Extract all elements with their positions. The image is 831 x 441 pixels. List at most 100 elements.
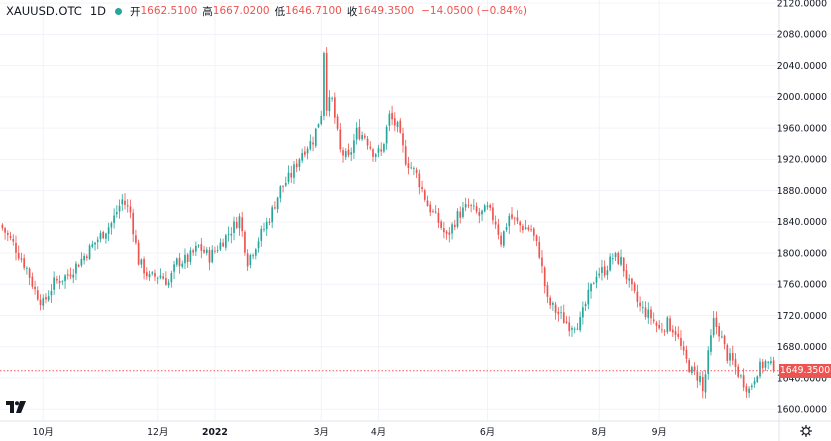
candle — [750, 383, 753, 391]
candle — [129, 199, 132, 219]
candle — [148, 270, 151, 281]
candle-body — [124, 200, 126, 205]
candle-body — [715, 317, 718, 328]
candle-body — [279, 186, 282, 199]
candle-body — [184, 254, 186, 264]
candle-body — [249, 255, 252, 266]
candle — [620, 249, 622, 267]
candle-body — [554, 304, 557, 313]
tradingview-logo-icon[interactable] — [6, 401, 26, 413]
candle-body — [282, 186, 284, 187]
candle — [609, 253, 611, 272]
price-axis-tick: 2000.0000 — [777, 92, 827, 103]
candle-body — [91, 244, 94, 247]
candle — [601, 259, 603, 281]
candle — [410, 161, 413, 170]
candle — [712, 311, 715, 338]
candle-body — [475, 206, 478, 212]
candle — [402, 127, 404, 153]
candle-body — [429, 204, 432, 213]
candle-body — [383, 144, 385, 152]
candle — [456, 208, 459, 229]
candle — [363, 133, 366, 140]
price-axis-tick: 2040.0000 — [777, 61, 827, 72]
candle — [135, 229, 137, 245]
candle — [192, 248, 194, 256]
candle — [404, 139, 407, 167]
candle-body — [527, 227, 530, 230]
candle — [339, 123, 342, 153]
candle — [298, 157, 301, 171]
symbol-name[interactable]: XAUUSD.OTC — [6, 4, 82, 18]
candle-body — [393, 118, 396, 126]
candle-body — [513, 217, 516, 219]
candle-body — [625, 270, 628, 280]
candle-body — [729, 353, 731, 361]
timeframe-label[interactable]: 1D — [89, 4, 106, 18]
candle-body — [143, 258, 145, 274]
candle — [293, 161, 295, 185]
candle-body — [767, 362, 770, 363]
candle-body — [178, 257, 181, 267]
candle-body — [524, 227, 527, 229]
candle — [233, 216, 235, 241]
candle — [241, 211, 244, 237]
candle — [252, 253, 254, 260]
candle — [636, 284, 639, 308]
settings-gear-icon[interactable] — [800, 425, 812, 437]
candle-body — [1, 224, 4, 229]
candle — [214, 246, 216, 254]
candle-body — [707, 350, 710, 374]
price-axis[interactable]: 2120.0000 2080.0000 2040.0000 2000.0000 1960… — [777, 0, 827, 416]
candle-body — [742, 375, 745, 388]
candle — [502, 230, 505, 249]
candle-body — [167, 282, 170, 286]
candle — [606, 265, 609, 280]
candle — [268, 218, 271, 226]
candle — [587, 282, 590, 310]
candle — [576, 323, 579, 331]
candle — [115, 205, 118, 218]
candle-body — [34, 286, 36, 290]
candle — [639, 296, 641, 312]
candle-body — [473, 205, 475, 207]
candle — [45, 293, 47, 304]
candle — [342, 147, 344, 163]
change-value: −14.0500 (−0.84%) — [421, 5, 528, 17]
candle — [470, 203, 472, 213]
candle-body — [17, 252, 20, 259]
candle — [426, 195, 429, 207]
candle — [734, 353, 737, 375]
candle — [39, 294, 42, 311]
candle — [15, 235, 17, 261]
candle — [592, 281, 595, 285]
candle-body — [426, 200, 429, 206]
candle — [562, 304, 565, 324]
candle-body — [552, 302, 554, 305]
time-axis[interactable]: 10月 12月 2022 3月 4月 6月 8月 9月 — [33, 427, 667, 438]
candle-body — [88, 245, 91, 260]
candle — [478, 207, 481, 224]
candle-body — [721, 336, 723, 338]
candle-body — [173, 264, 175, 272]
candle — [282, 185, 284, 193]
candle-body — [244, 231, 246, 253]
candle — [287, 165, 290, 185]
candle — [393, 112, 396, 132]
candle — [118, 199, 121, 219]
candle-body — [355, 127, 358, 140]
time-axis-tick: 8月 — [592, 427, 607, 438]
candle — [628, 274, 631, 288]
time-axis-tick: 9月 — [652, 427, 667, 438]
candle-body — [492, 207, 494, 221]
candle — [617, 251, 620, 266]
candle — [151, 270, 154, 276]
candle-body — [309, 141, 312, 150]
candle — [546, 281, 549, 304]
candle-body — [105, 233, 107, 239]
candle — [407, 156, 410, 175]
candle-body — [740, 375, 742, 377]
candle — [434, 205, 437, 214]
candle — [693, 362, 696, 375]
